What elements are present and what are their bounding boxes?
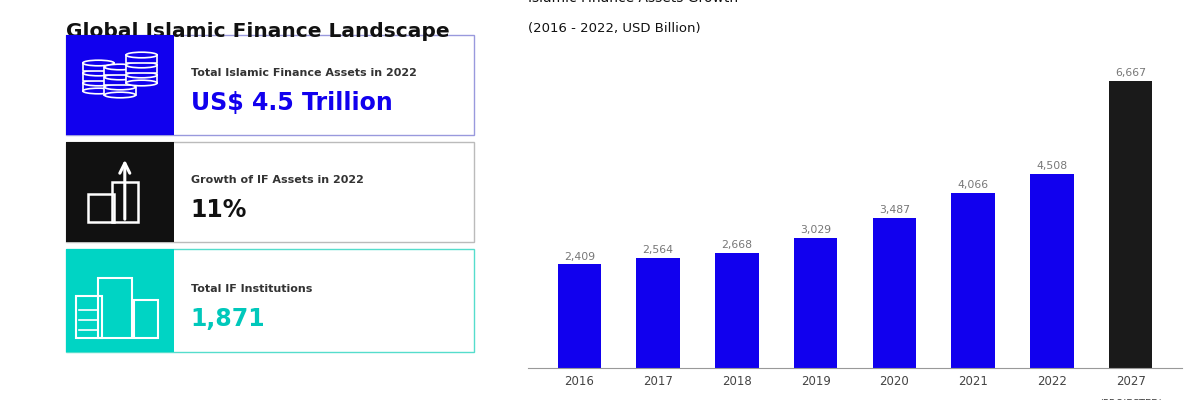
Text: Total Islamic Finance Assets in 2022: Total Islamic Finance Assets in 2022	[191, 68, 416, 78]
FancyBboxPatch shape	[83, 83, 114, 91]
Bar	[558, 264, 601, 368]
Bar	[1109, 81, 1152, 368]
FancyBboxPatch shape	[126, 55, 157, 63]
FancyBboxPatch shape	[104, 77, 136, 85]
FancyBboxPatch shape	[66, 249, 174, 352]
Ellipse shape	[83, 70, 114, 76]
Ellipse shape	[83, 88, 114, 94]
FancyBboxPatch shape	[66, 35, 474, 135]
Bar	[872, 218, 916, 368]
Text: 3,029: 3,029	[800, 225, 832, 235]
Ellipse shape	[104, 84, 136, 90]
Bar	[952, 193, 995, 368]
Text: (PROJECTED): (PROJECTED)	[1099, 399, 1163, 400]
Text: 11%: 11%	[191, 198, 247, 222]
Text: 4,508: 4,508	[1037, 161, 1068, 171]
FancyBboxPatch shape	[83, 63, 114, 71]
FancyBboxPatch shape	[104, 67, 136, 75]
FancyBboxPatch shape	[66, 249, 474, 352]
FancyBboxPatch shape	[66, 142, 174, 242]
FancyBboxPatch shape	[126, 75, 157, 83]
Text: 2,409: 2,409	[564, 252, 595, 262]
Text: Global Islamic Finance Landscape: Global Islamic Finance Landscape	[66, 22, 450, 41]
Bar	[794, 238, 838, 368]
Ellipse shape	[126, 62, 157, 68]
FancyBboxPatch shape	[104, 87, 136, 95]
Ellipse shape	[104, 92, 136, 98]
Text: 2,668: 2,668	[721, 240, 752, 250]
Text: (2016 - 2022, USD Billion): (2016 - 2022, USD Billion)	[528, 22, 701, 35]
Text: 3,487: 3,487	[878, 205, 910, 215]
FancyBboxPatch shape	[126, 65, 157, 73]
Text: 4,066: 4,066	[958, 180, 989, 190]
Ellipse shape	[126, 80, 157, 86]
FancyBboxPatch shape	[66, 35, 174, 135]
Text: 1,871: 1,871	[191, 306, 265, 330]
Ellipse shape	[126, 52, 157, 58]
FancyBboxPatch shape	[83, 73, 114, 81]
Text: 2,564: 2,564	[643, 245, 673, 255]
Ellipse shape	[104, 74, 136, 80]
Ellipse shape	[83, 60, 114, 66]
Ellipse shape	[83, 80, 114, 86]
FancyBboxPatch shape	[66, 142, 474, 242]
Ellipse shape	[104, 64, 136, 70]
Bar	[636, 258, 679, 368]
Bar	[715, 253, 758, 368]
Text: Total IF Institutions: Total IF Institutions	[191, 284, 312, 294]
Text: Islamic Finance Assets Growth: Islamic Finance Assets Growth	[528, 0, 738, 5]
Ellipse shape	[126, 72, 157, 78]
Bar	[1031, 174, 1074, 368]
Text: US$ 4.5 Trillion: US$ 4.5 Trillion	[191, 91, 392, 115]
Text: 6,667: 6,667	[1115, 68, 1146, 78]
Text: Growth of IF Assets in 2022: Growth of IF Assets in 2022	[191, 175, 364, 185]
